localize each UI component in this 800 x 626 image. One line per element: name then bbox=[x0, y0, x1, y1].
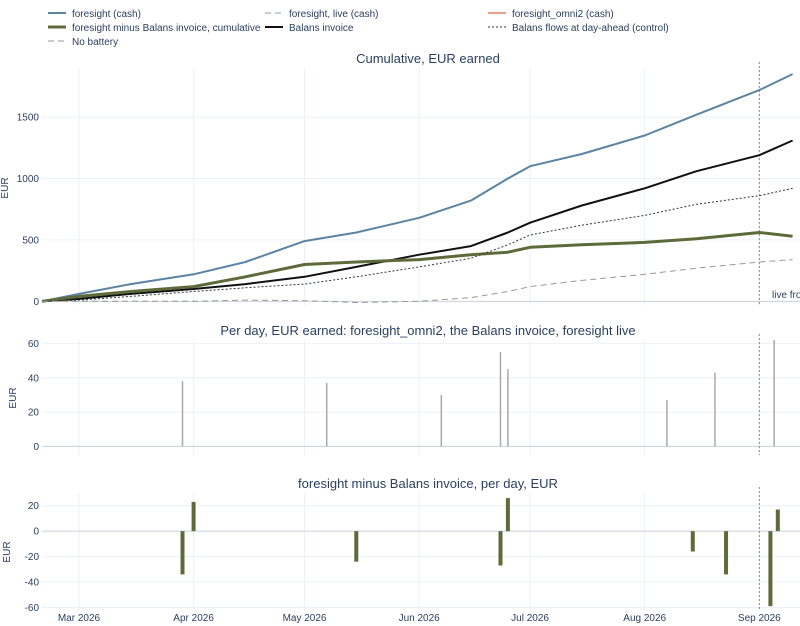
legend: foresight (cash) foresight, live (cash) fo… bbox=[48, 9, 669, 48]
bar-1-3 bbox=[499, 352, 502, 447]
legend-label-1: foresight, live (cash) bbox=[289, 9, 378, 20]
series-line-2 bbox=[41, 231, 793, 303]
bar-1-5 bbox=[666, 400, 668, 447]
bar-1-1 bbox=[325, 382, 328, 447]
ytick-2-0: -60 bbox=[25, 603, 40, 614]
legend-label-0: foresight (cash) bbox=[72, 9, 141, 20]
panel2-ylabel: EUR bbox=[8, 387, 19, 408]
bar-2-2 bbox=[354, 531, 359, 562]
bar-2-8 bbox=[775, 509, 780, 532]
bar-1-0 bbox=[181, 381, 184, 447]
xtick-5: Aug 2026 bbox=[623, 613, 666, 624]
xtick-3: Jun 2026 bbox=[399, 613, 441, 624]
ytick-0-3: 1500 bbox=[17, 113, 40, 124]
bar-1-7 bbox=[773, 340, 775, 447]
legend-label-5: Balans flows at day-ahead (control) bbox=[512, 23, 669, 34]
bar-1-2 bbox=[440, 394, 443, 447]
series-line-1 bbox=[41, 139, 794, 303]
panel3-ylabel: EUR bbox=[2, 541, 13, 562]
bar-2-3 bbox=[498, 531, 503, 566]
bar-2-1 bbox=[191, 501, 196, 532]
cumulative-panel: 0 500 1000 1500 bbox=[17, 62, 800, 308]
xtick-1: Apr 2026 bbox=[173, 613, 214, 624]
ytick-1-2: 40 bbox=[28, 373, 40, 384]
panel2-title: Per day, EUR earned: foresight_omni2, th… bbox=[220, 323, 635, 338]
x-axis: Mar 2026 Apr 2026 May 2026 Jun 2026 Jul 2026… bbox=[58, 613, 781, 624]
bar-2-0 bbox=[180, 531, 185, 575]
ytick-0-2: 1000 bbox=[17, 174, 40, 185]
panel3-title: foresight minus Balans invoice, per day,… bbox=[298, 476, 558, 491]
ytick-0-1: 500 bbox=[22, 235, 39, 246]
bar-2-5 bbox=[690, 531, 695, 552]
bar-2-6 bbox=[724, 531, 729, 575]
xtick-2: May 2026 bbox=[283, 613, 327, 624]
ytick-1-1: 20 bbox=[28, 408, 40, 419]
diff-panel: -60 -40 -20 0 20 bbox=[25, 487, 800, 614]
ytick-1-0: 0 bbox=[33, 442, 39, 453]
ytick-2-1: -40 bbox=[25, 578, 40, 589]
panel1-title: Cumulative, EUR earned bbox=[356, 51, 500, 66]
ytick-2-3: 0 bbox=[33, 527, 39, 538]
per-day-panel: 0 20 40 60 bbox=[28, 334, 800, 455]
live-from-annotation: live from bbox=[772, 290, 800, 301]
legend-label-3: foresight minus Balans invoice, cumulati… bbox=[72, 23, 261, 34]
xtick-6: Sep 2026 bbox=[738, 613, 781, 624]
panel1-ylabel: EUR bbox=[0, 177, 11, 198]
legend-label-2: foresight_omni2 (cash) bbox=[512, 9, 614, 20]
bar-2-4 bbox=[505, 498, 510, 532]
bar-2-7 bbox=[768, 531, 773, 607]
ytick-2-4: 20 bbox=[28, 501, 40, 512]
xtick-0: Mar 2026 bbox=[58, 613, 101, 624]
legend-label-4: Balans invoice bbox=[289, 23, 354, 34]
legend-label-6: No battery bbox=[72, 37, 118, 48]
ytick-2-2: -20 bbox=[25, 552, 40, 563]
xtick-4: Jul 2026 bbox=[511, 613, 549, 624]
ytick-1-3: 60 bbox=[28, 339, 40, 350]
ytick-0-0: 0 bbox=[33, 297, 39, 308]
bar-1-4 bbox=[507, 369, 509, 447]
series-line-0 bbox=[41, 73, 794, 303]
series-line-3 bbox=[41, 187, 793, 302]
bar-1-6 bbox=[714, 372, 716, 447]
series-line-4 bbox=[42, 259, 793, 303]
